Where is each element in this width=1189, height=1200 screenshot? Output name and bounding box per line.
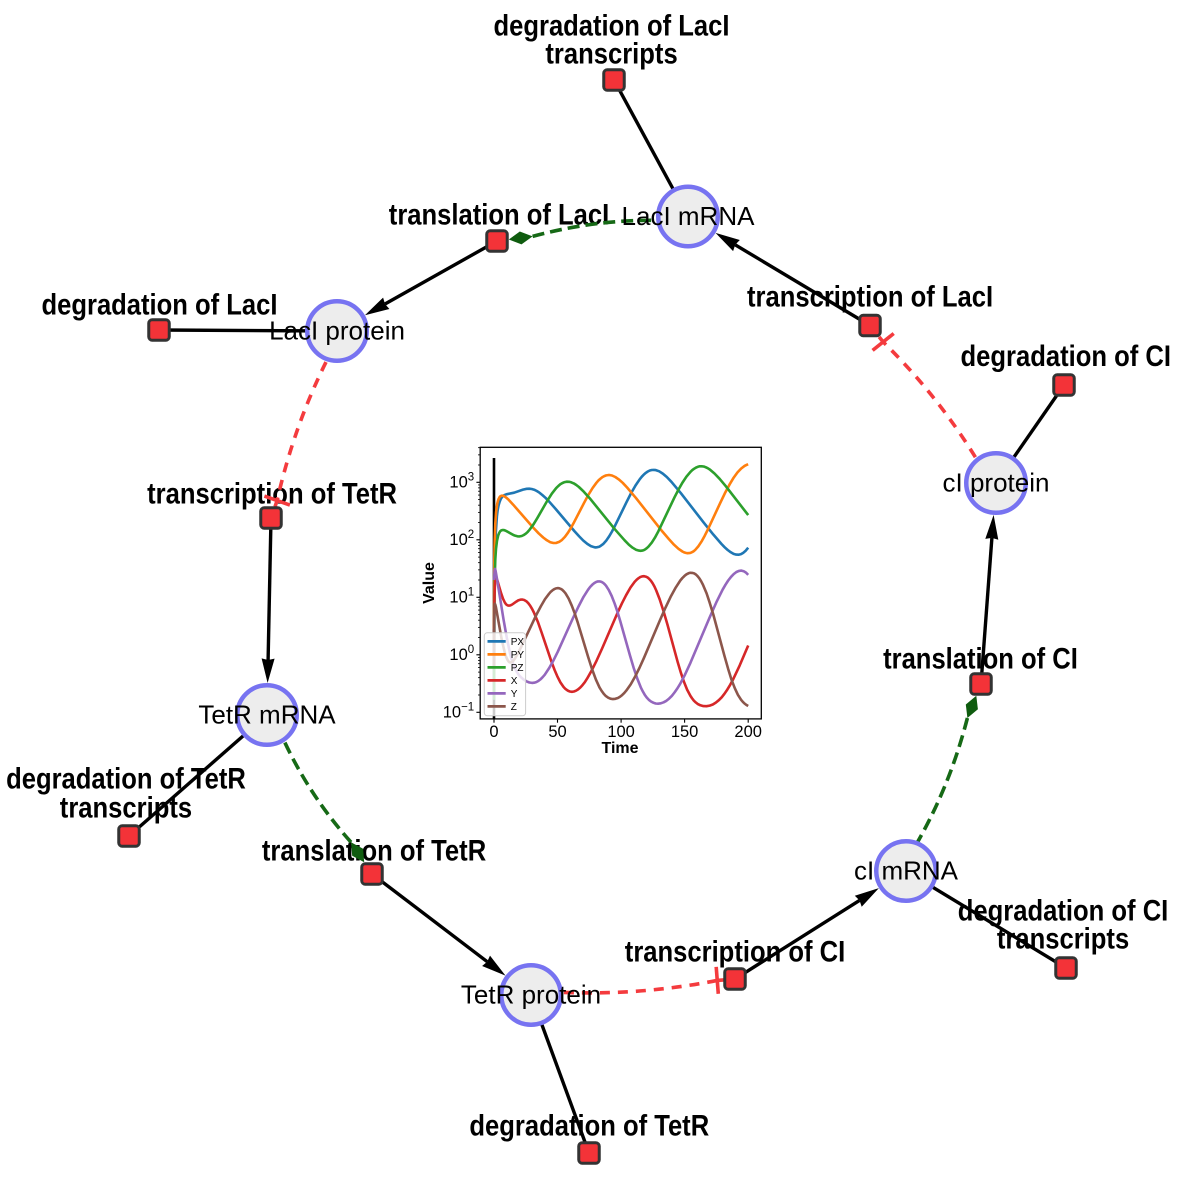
svg-text:transcription of LacI: transcription of LacI bbox=[747, 280, 993, 313]
svg-text:X: X bbox=[511, 676, 518, 687]
svg-text:200: 200 bbox=[734, 723, 762, 741]
svg-text:degradation of LacI: degradation of LacI bbox=[42, 289, 278, 322]
svg-text:transcripts: transcripts bbox=[545, 38, 677, 71]
svg-text:PX: PX bbox=[511, 637, 525, 648]
svg-text:100: 100 bbox=[607, 723, 635, 741]
svg-text:103: 103 bbox=[449, 471, 474, 491]
svg-text:cI mRNA: cI mRNA bbox=[854, 856, 959, 886]
svg-text:100: 100 bbox=[449, 644, 474, 664]
svg-text:102: 102 bbox=[449, 529, 474, 549]
svg-text:transcripts: transcripts bbox=[60, 792, 192, 825]
svg-text:Y: Y bbox=[511, 689, 518, 700]
svg-text:transcription of TetR: transcription of TetR bbox=[147, 478, 397, 511]
svg-text:101: 101 bbox=[449, 586, 474, 606]
svg-text:cI protein: cI protein bbox=[943, 468, 1050, 498]
svg-text:TetR protein: TetR protein bbox=[461, 980, 601, 1010]
svg-text:10−1: 10−1 bbox=[443, 701, 474, 721]
svg-text:Value: Value bbox=[421, 562, 438, 604]
svg-text:TetR mRNA: TetR mRNA bbox=[198, 700, 336, 730]
svg-text:translation of TetR: translation of TetR bbox=[262, 835, 487, 868]
svg-text:Z: Z bbox=[511, 702, 517, 713]
svg-text:150: 150 bbox=[671, 723, 699, 741]
svg-text:LacI protein: LacI protein bbox=[269, 316, 405, 346]
svg-text:Time: Time bbox=[601, 740, 638, 757]
svg-text:PY: PY bbox=[511, 650, 525, 661]
svg-text:50: 50 bbox=[548, 723, 566, 741]
svg-text:0: 0 bbox=[489, 723, 498, 741]
svg-text:LacI mRNA: LacI mRNA bbox=[622, 201, 756, 231]
svg-text:degradation of TetR: degradation of TetR bbox=[469, 1110, 709, 1143]
svg-text:degradation of CI: degradation of CI bbox=[961, 340, 1172, 373]
svg-text:PZ: PZ bbox=[511, 663, 524, 674]
svg-text:transcription of CI: transcription of CI bbox=[625, 936, 845, 969]
svg-text:degradation of LacI: degradation of LacI bbox=[494, 10, 730, 43]
